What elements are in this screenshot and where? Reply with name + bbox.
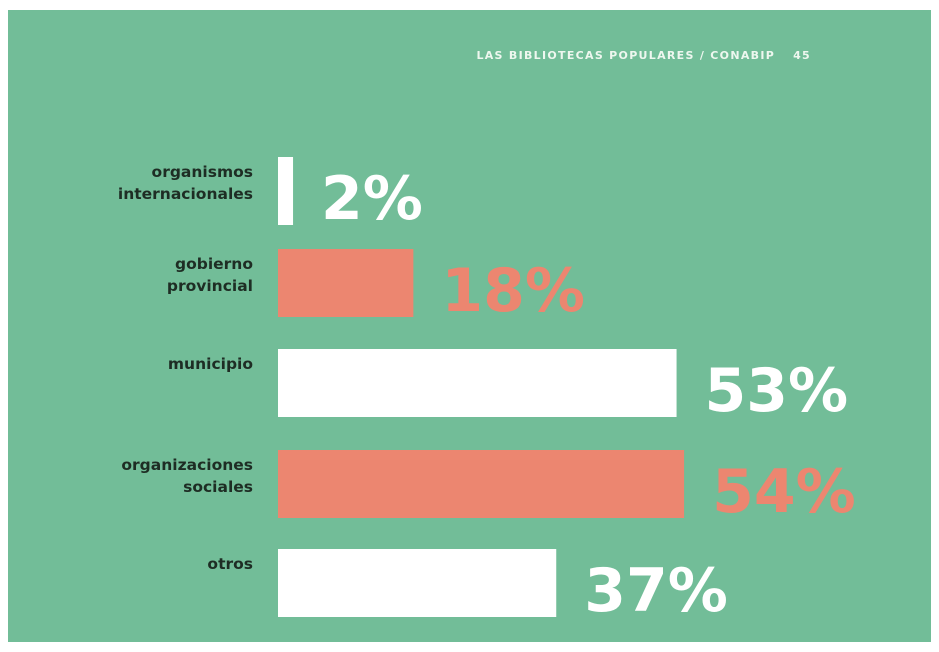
category-label-2-line-2: provincial <box>167 277 253 295</box>
category-label-3: municipio <box>168 355 253 373</box>
category-label-4-line-1: organizaciones <box>121 456 253 474</box>
category-label-1-line-1: organismos <box>152 163 253 181</box>
bar-5 <box>278 549 557 617</box>
bar-3 <box>278 349 677 417</box>
running-title: LAS BIBLIOTECAS POPULARES / CONABIP <box>476 49 776 62</box>
value-label-3: 53% <box>705 356 849 426</box>
running-header: LAS BIBLIOTECAS POPULARES / CONABIP 45 <box>476 49 811 62</box>
category-label-2-line-1: gobierno <box>175 255 253 273</box>
bar-4 <box>278 450 685 518</box>
category-label-4-line-2: sociales <box>183 478 253 496</box>
value-label-1: 2% <box>321 164 423 234</box>
page-number: 45 <box>793 49 811 62</box>
page-background: LAS BIBLIOTECAS POPULARES / CONABIP 45 <box>8 10 931 642</box>
value-label-5: 37% <box>584 556 728 626</box>
bar-1 <box>278 157 294 225</box>
value-label-4: 54% <box>712 457 856 527</box>
category-label-1-line-2: internacionales <box>118 185 253 203</box>
value-label-2: 18% <box>441 256 585 326</box>
category-label-5: otros <box>207 555 253 573</box>
bar-2 <box>278 249 414 317</box>
